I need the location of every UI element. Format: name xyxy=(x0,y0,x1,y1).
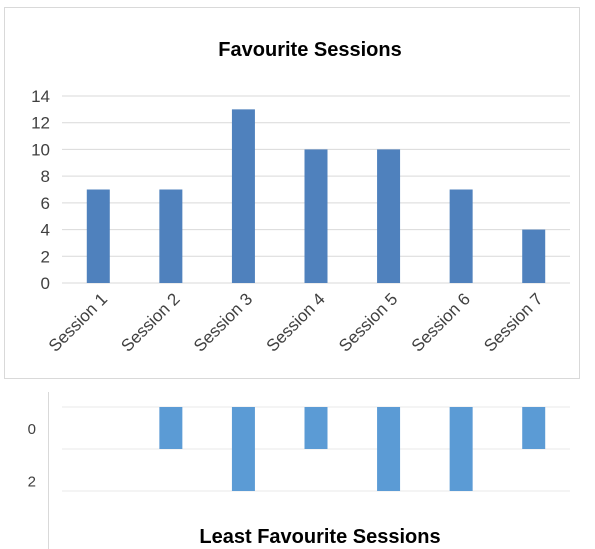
least-bar xyxy=(522,407,546,449)
least-bar xyxy=(377,407,401,491)
favourite-y-tick-label: 2 xyxy=(41,247,50,266)
favourite-y-tick-label: 10 xyxy=(31,140,50,159)
least-bar xyxy=(304,407,328,449)
least-y-tick-label: 0 xyxy=(28,421,36,438)
favourite-chart-y-ticks: 0 2 4 6 8 10 12 14 xyxy=(31,87,50,293)
favourite-y-tick-label: 4 xyxy=(41,221,50,240)
favourite-bar xyxy=(231,109,255,283)
favourite-y-tick-label: 6 xyxy=(41,194,50,213)
least-chart-y-ticks: 02 xyxy=(28,421,36,491)
favourite-bar xyxy=(449,189,473,283)
favourite-y-tick-label: 0 xyxy=(41,274,50,293)
favourite-bar xyxy=(86,189,110,283)
favourite-bar xyxy=(304,149,328,283)
least-chart-title: Least Favourite Sessions xyxy=(199,526,440,548)
favourite-bar xyxy=(377,149,401,283)
favourite-y-tick-label: 14 xyxy=(31,87,50,106)
least-bar xyxy=(231,407,255,491)
favourite-bar xyxy=(522,229,546,283)
least-chart-bars xyxy=(159,407,546,491)
least-bar xyxy=(449,407,473,491)
favourite-y-tick-label: 8 xyxy=(41,167,50,186)
least-y-tick-label: 2 xyxy=(28,474,36,491)
favourite-chart-title: Favourite Sessions xyxy=(218,39,401,61)
favourite-bar xyxy=(159,189,183,283)
favourite-y-tick-label: 12 xyxy=(31,114,50,133)
favourite-chart-bars xyxy=(86,109,546,283)
least-bar xyxy=(159,407,183,449)
